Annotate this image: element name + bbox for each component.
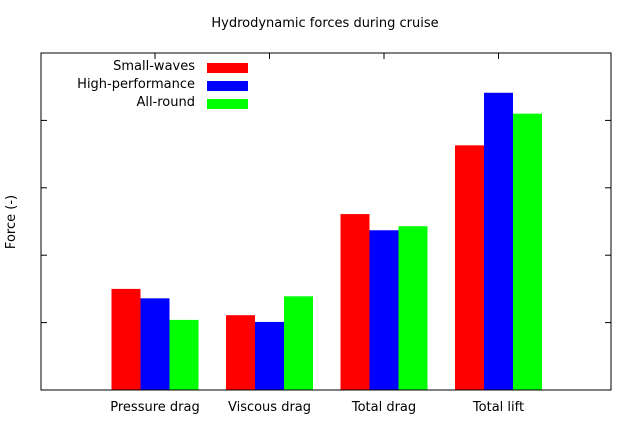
legend: Small-waves High-performance All-round: [77, 59, 248, 110]
bar-all-round: [169, 319, 199, 390]
x-tick-label: Total drag: [351, 400, 416, 415]
chart-title: Hydrodynamic forces during cruise: [211, 16, 438, 31]
bar-small-waves: [111, 288, 141, 390]
bar-high-performance: [369, 230, 399, 390]
bar-small-waves: [226, 315, 255, 390]
bar-small-waves: [455, 145, 484, 390]
x-tick-label: Viscous drag: [228, 400, 311, 415]
x-tick-label: Total lift: [472, 400, 524, 415]
x-tick-labels: Pressure drag Viscous drag Total drag Total…: [110, 400, 524, 415]
bar-high-performance: [484, 92, 513, 391]
bar-high-performance: [255, 321, 284, 390]
bars: [111, 92, 542, 391]
plot-frame: [40, 52, 612, 391]
y-axis-label: Force (-): [4, 195, 19, 249]
bar-small-waves: [340, 214, 370, 390]
legend-label: High-performance: [77, 77, 195, 92]
legend-swatch: [207, 81, 248, 91]
legend-swatch: [207, 99, 248, 109]
bar-all-round: [513, 113, 542, 390]
legend-label: All-round: [136, 95, 195, 110]
bar-high-performance: [140, 298, 170, 390]
bar-all-round: [284, 296, 313, 390]
bar-all-round: [398, 226, 428, 390]
legend-swatch: [207, 63, 248, 73]
x-tick-label: Pressure drag: [110, 400, 199, 415]
legend-label: Small-waves: [113, 59, 195, 74]
